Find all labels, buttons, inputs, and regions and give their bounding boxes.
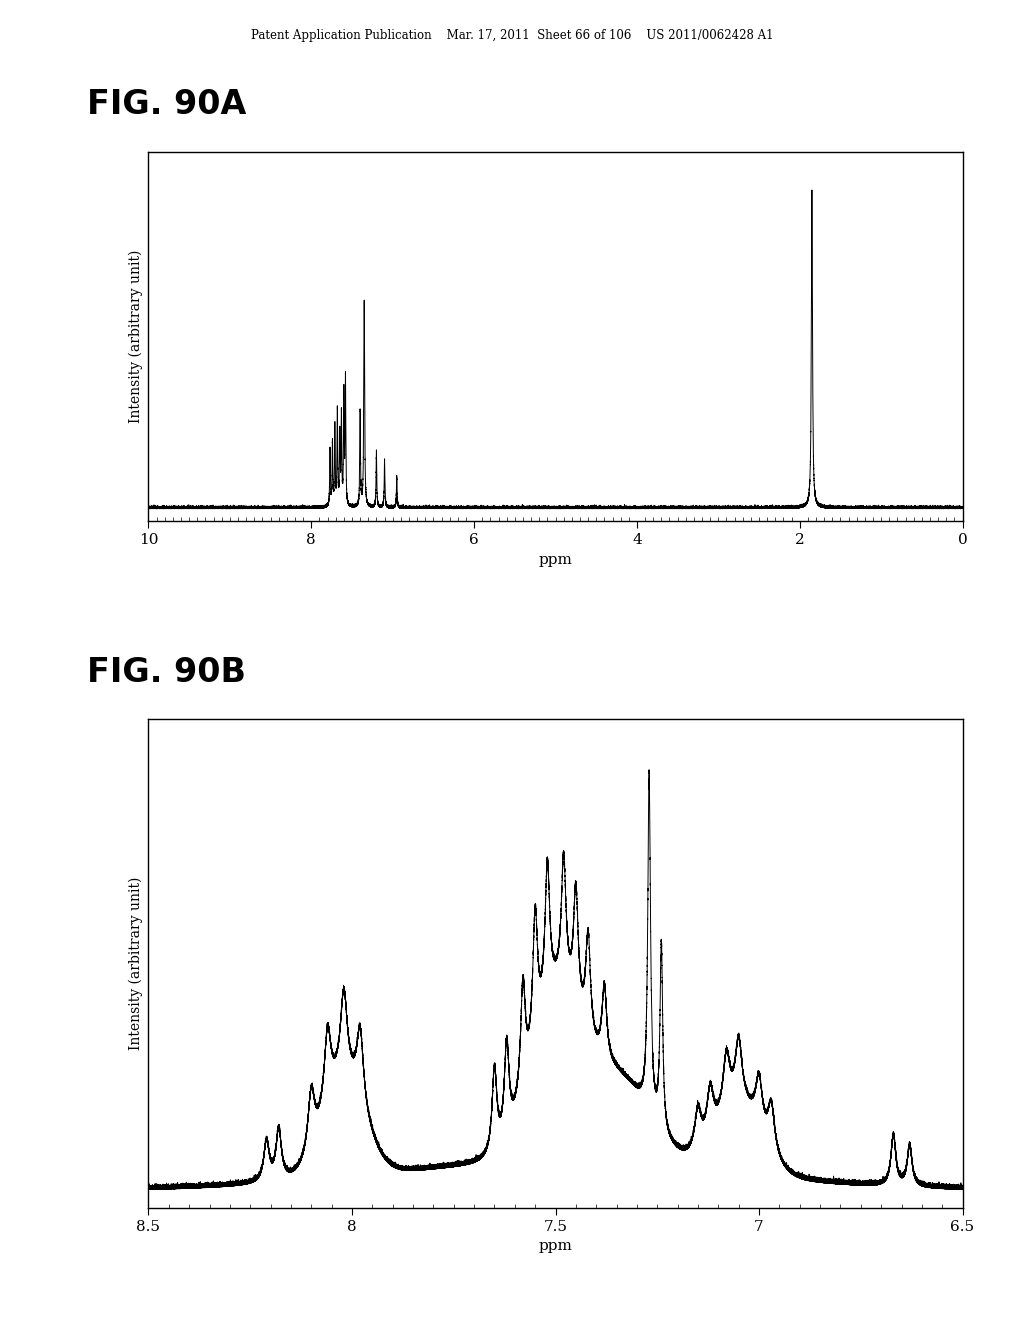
X-axis label: ppm: ppm (539, 1239, 572, 1253)
Text: FIG. 90A: FIG. 90A (87, 88, 247, 121)
Text: FIG. 90B: FIG. 90B (87, 656, 246, 689)
X-axis label: ppm: ppm (539, 553, 572, 566)
Y-axis label: Intensity (arbitrary unit): Intensity (arbitrary unit) (129, 876, 143, 1051)
Y-axis label: Intensity (arbitrary unit): Intensity (arbitrary unit) (129, 249, 143, 424)
Text: Patent Application Publication    Mar. 17, 2011  Sheet 66 of 106    US 2011/0062: Patent Application Publication Mar. 17, … (251, 29, 773, 42)
